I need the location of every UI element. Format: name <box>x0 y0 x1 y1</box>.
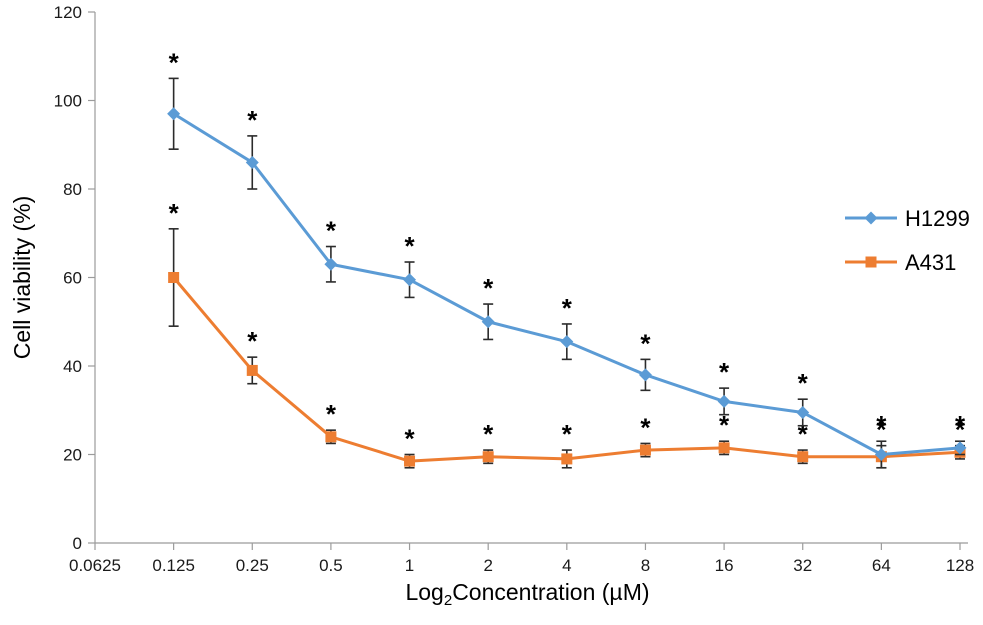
x-tick-label: 8 <box>641 556 650 575</box>
data-point-marker <box>796 405 810 419</box>
data-point-marker <box>797 451 809 463</box>
y-tick-label: 40 <box>63 357 82 376</box>
legend-label: H1299 <box>905 206 970 231</box>
significance-asterisk: * <box>326 216 337 246</box>
data-point-marker <box>638 368 652 382</box>
significance-asterisk: * <box>876 410 887 440</box>
x-tick-label: 2 <box>483 556 492 575</box>
data-point-marker <box>167 107 181 121</box>
error-bar: * <box>326 216 337 283</box>
significance-asterisk: * <box>404 231 415 261</box>
y-tick-label: 100 <box>54 92 82 111</box>
error-bar: * <box>404 231 415 299</box>
x-tick-label: 0.25 <box>236 556 269 575</box>
significance-asterisk: * <box>247 105 258 135</box>
significance-asterisk: * <box>719 410 730 440</box>
y-tick-label: 80 <box>63 180 82 199</box>
error-bar: * <box>247 105 258 190</box>
data-point-marker <box>717 394 731 408</box>
data-point-marker <box>403 273 417 287</box>
y-tick-label: 120 <box>54 3 82 22</box>
y-axis-title: Cell viability (%) <box>9 196 35 360</box>
significance-asterisk: * <box>876 415 887 445</box>
data-point-marker <box>874 448 888 461</box>
y-tick-label: 60 <box>63 269 82 288</box>
data-point-marker <box>246 364 258 376</box>
significance-asterisk: * <box>326 399 337 429</box>
y-tick-label: 0 <box>73 534 82 553</box>
x-tick-label: 0.125 <box>152 556 195 575</box>
x-axis-title: Log2Concentration (µM) <box>405 579 649 609</box>
data-point-marker <box>482 451 494 463</box>
x-tick-label: 32 <box>793 556 812 575</box>
significance-asterisk: * <box>247 326 258 356</box>
x-tick-label: 16 <box>715 556 734 575</box>
x-tick-label: 0.5 <box>319 556 343 575</box>
significance-asterisk: * <box>640 412 651 442</box>
data-point-marker <box>481 315 495 329</box>
data-point-marker <box>404 455 416 467</box>
series-a431: **** * * * * * * * <box>168 198 966 469</box>
significance-asterisk: * <box>798 368 809 398</box>
significance-asterisk: * <box>955 410 966 440</box>
significance-asterisk: * <box>640 328 651 358</box>
x-tick-label: 1 <box>405 556 414 575</box>
data-point-marker <box>245 155 259 169</box>
x-tick-label: 64 <box>872 556 891 575</box>
x-tick-label: 4 <box>562 556 571 575</box>
legend-marker <box>865 256 877 268</box>
data-point-marker <box>953 441 967 455</box>
significance-asterisk: * <box>562 419 573 449</box>
data-point-marker <box>168 272 180 283</box>
y-tick-label: 20 <box>63 446 82 465</box>
legend-marker <box>864 211 878 225</box>
legend-entry-a431: A431 <box>845 250 956 275</box>
legend-label: A431 <box>905 250 956 275</box>
error-bar: * <box>640 328 651 392</box>
error-bar: * <box>169 47 180 150</box>
significance-asterisk: * <box>798 419 809 449</box>
x-tick-label: 0.0625 <box>69 556 121 575</box>
significance-asterisk: * <box>562 293 573 323</box>
data-point-marker <box>639 444 651 456</box>
error-bar: * <box>483 273 494 341</box>
significance-asterisk: * <box>483 273 494 303</box>
significance-asterisk: * <box>169 47 180 77</box>
data-point-marker <box>718 442 730 454</box>
significance-asterisk: * <box>404 424 415 454</box>
error-bar: * <box>562 293 573 361</box>
x-tick-label: 128 <box>946 556 974 575</box>
significance-asterisk: * <box>483 419 494 449</box>
data-point-marker <box>561 453 573 465</box>
significance-asterisk: * <box>719 357 730 387</box>
data-point-marker <box>325 431 337 443</box>
legend-entry-h1299: H1299 <box>845 206 970 231</box>
significance-asterisk: * <box>955 415 966 445</box>
error-bar: * <box>169 198 180 327</box>
series-h1299: ******** ** * <box>167 47 967 469</box>
data-point-marker <box>560 335 574 349</box>
data-point-marker <box>324 257 338 271</box>
significance-asterisk: * <box>169 198 180 228</box>
